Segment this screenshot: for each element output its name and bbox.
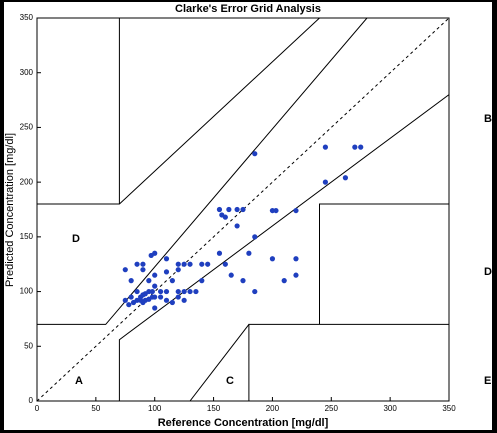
point [216, 206, 223, 213]
point [163, 256, 170, 262]
point [181, 288, 187, 295]
point [252, 234, 258, 240]
point [152, 294, 158, 300]
y-tick-label: 200 [20, 177, 34, 186]
point [293, 207, 299, 214]
point [163, 269, 170, 275]
point [175, 288, 181, 295]
point [152, 283, 158, 289]
point [252, 288, 258, 295]
chart-title: Clarke's Error Grid Analysis [175, 3, 321, 15]
x-tick-label: 100 [148, 404, 162, 413]
point [163, 297, 170, 303]
zone-label: D [72, 233, 80, 245]
y-tick-label: 300 [20, 68, 34, 77]
point [281, 278, 287, 284]
point [158, 288, 164, 295]
point [181, 261, 187, 267]
point [128, 278, 134, 284]
point [240, 278, 246, 284]
point [134, 288, 140, 295]
point [222, 214, 228, 220]
point [246, 250, 252, 256]
point [126, 302, 132, 308]
x-axis-label: Reference Concentration [mg/dl] [158, 417, 329, 429]
point [148, 252, 154, 259]
zone-line [248, 323, 449, 401]
point [163, 288, 170, 295]
point [234, 206, 240, 213]
point [175, 267, 181, 273]
point [169, 278, 175, 284]
zone-label: D [484, 266, 492, 278]
point [175, 261, 181, 267]
zone-labels: A B C D D E [72, 113, 492, 387]
point [322, 144, 328, 150]
x-tick-label: 350 [442, 404, 456, 413]
point [137, 297, 144, 303]
y-tick-label: 0 [29, 396, 34, 405]
point [222, 261, 228, 267]
x-tick-label: 200 [266, 404, 280, 413]
y-tick-label: 50 [24, 341, 33, 350]
point [352, 144, 358, 150]
point [122, 267, 128, 273]
point [175, 294, 181, 300]
zone-label: A [75, 375, 83, 387]
y-tick-label: 150 [20, 232, 34, 241]
zone-line [118, 94, 449, 401]
zone-line [319, 203, 449, 325]
x-tick-label: 300 [383, 404, 397, 413]
point [193, 288, 199, 295]
point [140, 267, 146, 273]
point [149, 288, 155, 295]
point [146, 278, 152, 284]
x-tick-label: 0 [35, 404, 40, 413]
y-tick-label: 100 [20, 287, 34, 296]
point [187, 261, 193, 267]
y-axis-label: Predicted Concentration [mg/dl] [4, 133, 16, 287]
point [187, 288, 193, 295]
point [199, 261, 205, 267]
zone-label: B [484, 113, 492, 125]
point [226, 206, 232, 213]
point [252, 151, 258, 157]
point [358, 144, 364, 150]
y-tick-label: 250 [20, 123, 34, 132]
point [158, 294, 164, 300]
point [273, 207, 279, 214]
zone-line [189, 324, 250, 401]
point [228, 272, 234, 278]
point [234, 223, 240, 229]
zone-label: C [226, 375, 234, 387]
zone-line [37, 18, 368, 325]
point [293, 272, 299, 278]
point [152, 305, 158, 311]
zone-lines [37, 18, 449, 401]
point [181, 297, 187, 303]
point [140, 261, 146, 267]
point [146, 296, 152, 302]
x-tick-label: 250 [325, 404, 339, 413]
point [293, 256, 299, 262]
point [205, 261, 211, 267]
point [216, 250, 223, 256]
x-tick-label: 150 [207, 404, 221, 413]
y-tick-label: 350 [20, 13, 34, 22]
x-tick-label: 50 [91, 404, 100, 413]
point [269, 256, 276, 262]
point [322, 179, 328, 185]
identity-line [37, 18, 449, 401]
point [122, 297, 128, 303]
point [240, 206, 246, 213]
point [134, 261, 140, 267]
zone-label: E [484, 375, 491, 387]
point [342, 175, 349, 181]
point [169, 299, 175, 306]
point [128, 294, 134, 300]
point [199, 278, 205, 284]
point [152, 272, 158, 278]
